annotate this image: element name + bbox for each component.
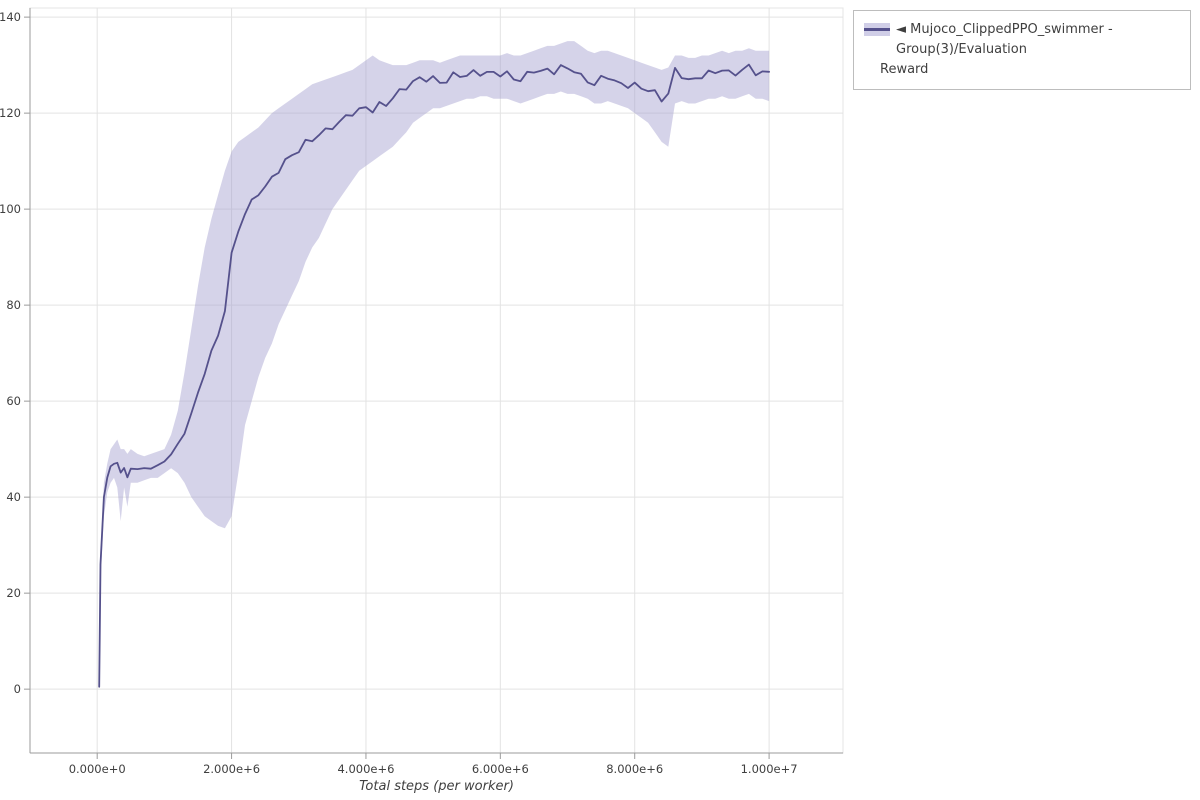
x-tick-label: 4.000e+6 [337,762,394,776]
y-tick-label: 40 [6,490,21,504]
x-axis-label: Total steps (per worker) [359,779,514,794]
series-line [98,63,770,688]
y-tick-label: 140 [0,10,21,24]
legend-line-swatch [864,28,890,31]
y-tick-label: 20 [6,586,21,600]
x-tick-label: 1.000e+7 [741,762,798,776]
y-tick-label: 80 [6,298,21,312]
x-tick-label: 6.000e+6 [472,762,529,776]
x-tick-label: 0.000e+0 [69,762,126,776]
y-tick-label: 60 [6,394,21,408]
legend-label-line2: Reward [880,62,929,77]
legend: ◄ Mujoco_ClippedPPO_swimmer - Group(3)/E… [853,10,1191,90]
x-tick-label: 2.000e+6 [203,762,260,776]
legend-label-line1: ◄ Mujoco_ClippedPPO_swimmer - Group(3)/E… [896,22,1113,57]
x-tick-label: 8.000e+6 [606,762,663,776]
y-tick-label: 0 [14,682,21,696]
y-tick-label: 100 [0,202,21,216]
y-tick-label: 120 [0,106,21,120]
legend-series-swatch-icon [864,23,890,36]
plot-area [29,7,844,754]
series-band [99,41,770,687]
legend-item[interactable]: ◄ Mujoco_ClippedPPO_swimmer - Group(3)/E… [864,20,1180,60]
